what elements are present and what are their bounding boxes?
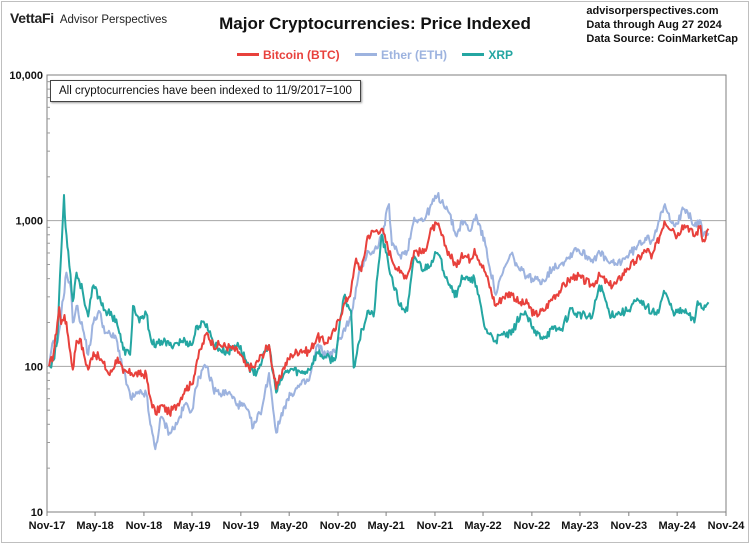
legend-item-btc: Bitcoin (BTC) xyxy=(236,47,340,62)
x-tick-label: Nov-17 xyxy=(29,520,66,532)
chart-title: Major Cryptocurrencies: Price Indexed xyxy=(219,14,531,33)
x-tick-label: Nov-18 xyxy=(126,520,163,532)
legend-swatch-eth xyxy=(354,53,377,56)
x-tick-label: Nov-20 xyxy=(320,520,357,532)
legend-item-xrp: XRP xyxy=(462,48,513,62)
x-tick-label: Nov-24 xyxy=(708,520,746,532)
source-line-date: Data through Aug 27 2024 xyxy=(586,19,722,31)
legend-swatch-btc xyxy=(236,53,259,56)
legend-label-eth: Ether (ETH) xyxy=(380,47,447,62)
y-tick-label: 100 xyxy=(25,361,43,373)
source-line-site: advisorperspectives.com xyxy=(586,5,719,17)
legend: Bitcoin (BTC) Ether (ETH) XRP xyxy=(0,45,750,62)
x-tick-label: Nov-21 xyxy=(417,520,454,532)
source-line-provider: Data Source: CoinMarketCap xyxy=(586,33,738,45)
x-tick-label: May-19 xyxy=(173,520,210,532)
legend-label-xrp: XRP xyxy=(488,47,514,62)
x-tick-label: May-24 xyxy=(658,520,696,532)
series-line-btc xyxy=(48,220,710,417)
y-tick-label: 1,000 xyxy=(15,216,43,228)
annotation-box: All cryptocurrencies have been indexed t… xyxy=(50,80,361,102)
y-tick-label: 10 xyxy=(31,507,43,519)
x-tick-label: May-21 xyxy=(367,520,404,532)
logo: VettaFi Advisor Perspectives xyxy=(10,10,167,26)
x-tick-label: May-18 xyxy=(76,520,113,532)
x-tick-label: May-23 xyxy=(561,520,598,532)
x-tick-label: May-20 xyxy=(271,520,308,532)
brand-subtitle: Advisor Perspectives xyxy=(59,14,168,26)
plot-border xyxy=(46,74,727,513)
legend-swatch-xrp xyxy=(462,53,485,56)
x-tick-label: May-22 xyxy=(464,520,501,532)
x-tick-label: Nov-19 xyxy=(223,520,260,532)
source-info: advisorperspectives.com Data through Aug… xyxy=(586,4,738,46)
legend-item-eth: Ether (ETH) xyxy=(354,47,447,62)
series-line-xrp xyxy=(49,194,710,394)
brand-name: VettaFi xyxy=(10,10,54,26)
x-tick-label: Nov-23 xyxy=(610,520,647,532)
x-tick-label: Nov-22 xyxy=(514,520,551,532)
y-tick-label: 10,000 xyxy=(9,70,43,82)
legend-label-btc: Bitcoin (BTC) xyxy=(262,47,340,62)
series-line-eth xyxy=(48,192,710,451)
